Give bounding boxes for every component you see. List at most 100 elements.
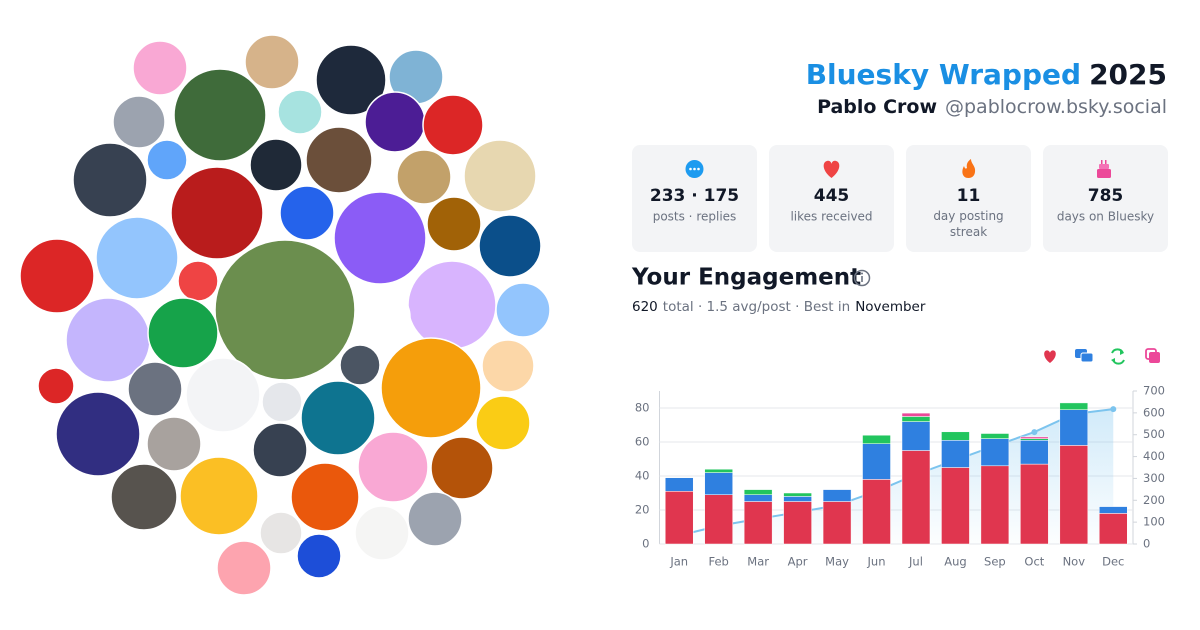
bar-segment [664,491,694,545]
avatar [216,540,272,596]
streak-icon [962,159,976,178]
y2-tick-label: 400 [1143,449,1165,463]
bar-segment [1059,402,1089,410]
y-tick-label: 60 [635,435,650,449]
avatar [396,149,452,205]
bar-segment [862,434,891,444]
bar-segment [1059,445,1089,545]
line-point [1031,429,1038,436]
avatar [179,456,259,536]
stat-card [906,145,1031,252]
x-tick-label: Mar [747,555,769,569]
y2-tick-label: 300 [1143,471,1165,485]
avatar [333,191,427,285]
stat-label: day posting streak [933,209,1004,239]
bar-segment [743,501,773,545]
y2-tick-label: 500 [1143,427,1165,441]
avatar [290,462,360,532]
x-tick-label: Aug [944,555,966,569]
avatar [146,139,188,181]
avatar [355,289,411,345]
title-year: 2025 [1089,58,1167,91]
y-tick-label: 20 [635,503,650,517]
legend [1044,348,1160,365]
legend-icon[interactable] [1044,350,1056,363]
bar-segment [743,494,773,502]
x-tick-label: May [825,555,849,569]
stat-label: posts · replies [653,210,737,224]
x-tick-label: Jun [867,555,886,569]
title: Bluesky Wrapped 2025 [806,58,1167,91]
avatar [72,142,148,218]
avatar [279,185,335,241]
avatar [252,422,308,478]
x-tick-label: Oct [1024,555,1044,569]
best-month: November [855,299,926,315]
bar-segment [1020,463,1049,545]
display-name: Pablo Crow [817,96,937,118]
avatar [364,91,426,153]
bar-segment [980,465,1010,545]
avatar [296,533,342,579]
stat-label: likes received [790,210,872,224]
bar-segment [704,494,733,545]
avatar [277,89,323,135]
avatar [110,463,178,531]
x-tick-label: Feb [709,555,729,569]
avatar [173,68,267,162]
y2-tick-label: 700 [1143,384,1165,398]
avatar [407,260,497,350]
y-tick-label: 0 [642,537,649,551]
legend-icon[interactable] [1145,348,1160,363]
stat-label: days on Bluesky [1057,210,1154,224]
avatar [19,238,95,314]
avatar [305,126,373,194]
avatar [426,196,482,252]
y2-tick-label: 200 [1143,493,1165,507]
info-icon[interactable] [853,269,871,287]
x-tick-label: Jan [669,555,688,569]
bar-segment [1020,440,1049,465]
stat-value: 233 · 175 [650,186,739,206]
avatar [422,94,484,156]
legend-icon[interactable] [1075,349,1094,363]
total-value: 620 [632,299,658,315]
stat-value: 785 [1088,186,1124,206]
stat-card [1043,145,1168,252]
stat-value: 11 [957,186,981,206]
avatar [315,44,387,116]
bar-segment [822,501,852,545]
x-tick-label: Apr [788,555,808,569]
x-tick-label: Nov [1063,555,1086,569]
avatar [357,431,429,503]
y2-tick-label: 600 [1143,405,1165,419]
bar-segment [1099,513,1128,545]
stat-card [769,145,894,252]
legend-icon[interactable] [1111,348,1125,365]
bar-segment [783,496,812,502]
line-point [1110,406,1117,413]
handle: @pablocrow.bsky.social [945,96,1167,118]
y-tick-label: 40 [635,469,650,483]
x-tick-label: Dec [1102,555,1124,569]
bar-segment [1020,438,1049,441]
bar-segment [743,489,773,495]
avatar [261,381,303,423]
bar-segment [941,431,970,441]
bar-segment [1059,409,1089,446]
bar-segment [980,433,1010,439]
bar-segment [980,438,1010,467]
x-tick-label: Jul [908,555,923,569]
y2-tick-label: 100 [1143,515,1165,529]
avatar [380,337,482,439]
avatar [475,395,531,451]
avatar [185,357,261,433]
bar-segment [941,440,970,468]
avatar [132,40,188,96]
summary-text: total · 1.5 avg/post · Best in [663,299,850,315]
avatar [147,297,219,369]
cake-icon [1097,160,1111,178]
stat-value: 445 [814,186,850,206]
